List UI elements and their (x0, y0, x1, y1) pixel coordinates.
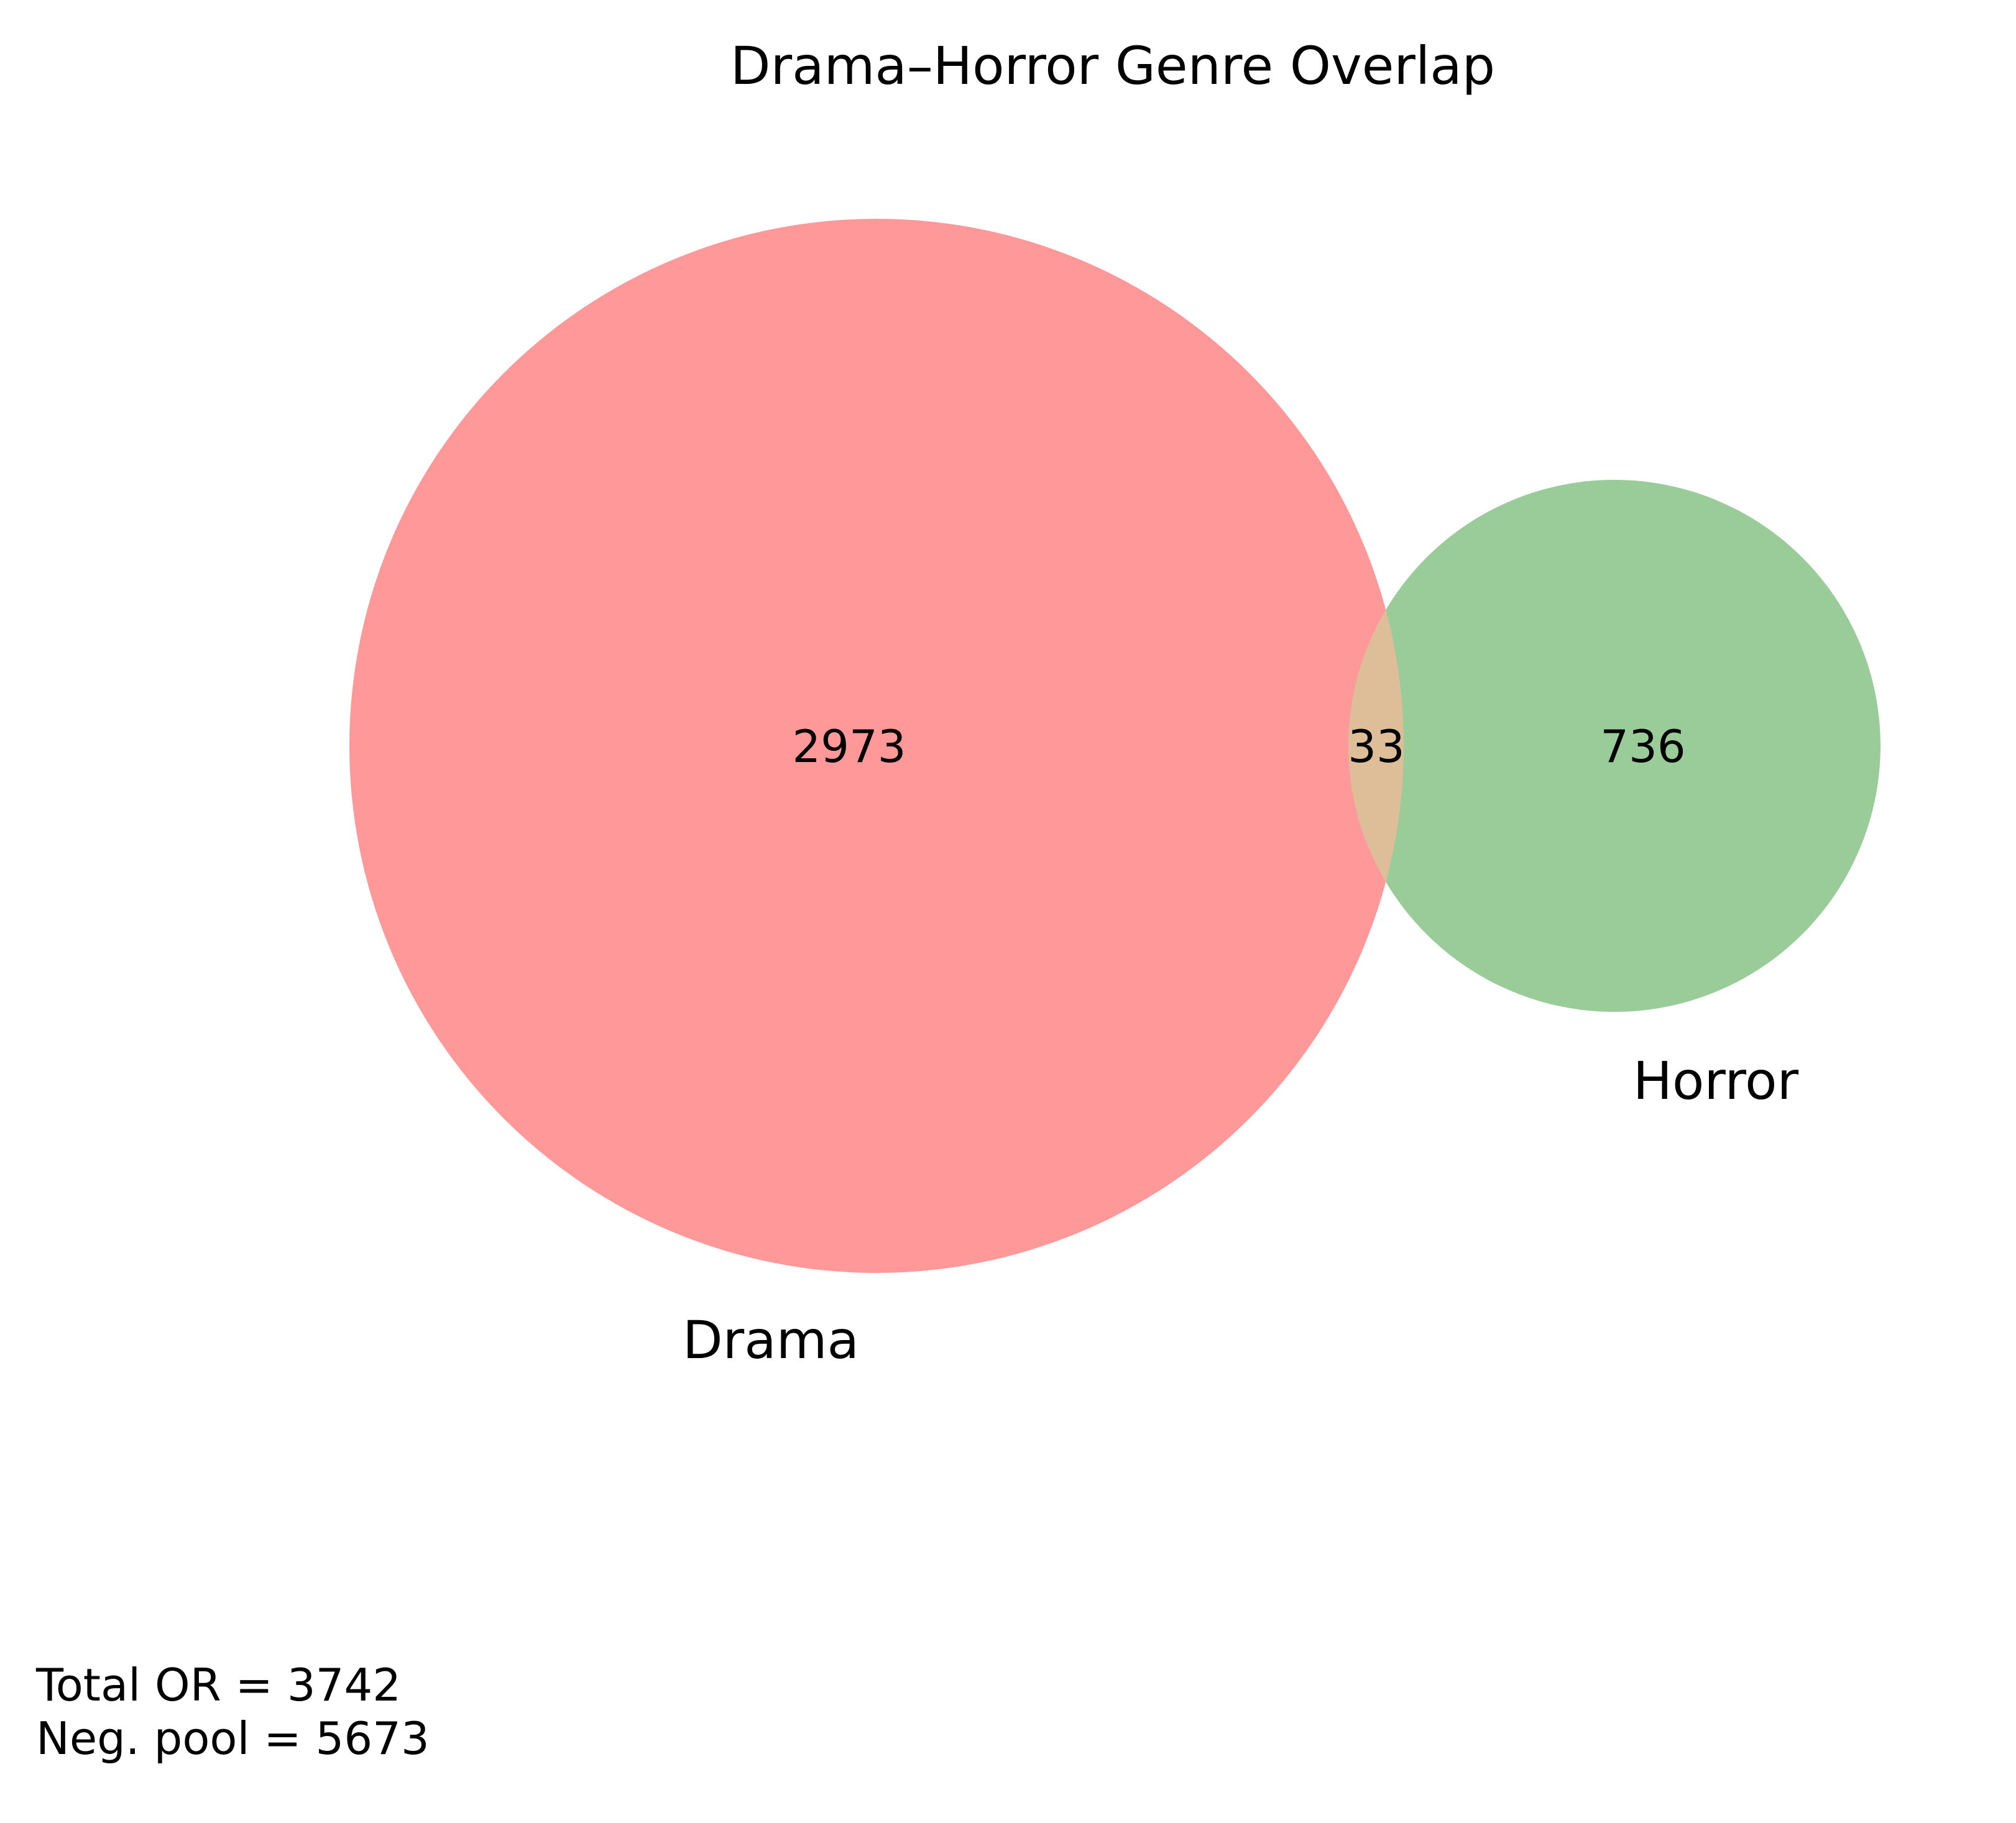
neg-pool-line: Neg. pool = 5673 (36, 1712, 430, 1765)
drama-set-label: Drama (683, 1310, 859, 1371)
horror-only-count: 736 (1600, 720, 1685, 773)
horror-set-label: Horror (1633, 1050, 1799, 1111)
drama-only-count: 2973 (792, 720, 906, 773)
chart-title: Drama–Horror Genre Overlap (730, 35, 1495, 96)
overlap-count: 33 (1348, 720, 1405, 773)
total-or-line: Total OR = 3742 (36, 1659, 402, 1711)
drama-circle (349, 219, 1404, 1273)
horror-circle (1348, 480, 1880, 1012)
stats-annotation: Total OR = 3742 Neg. pool = 5673 (36, 1658, 430, 1765)
